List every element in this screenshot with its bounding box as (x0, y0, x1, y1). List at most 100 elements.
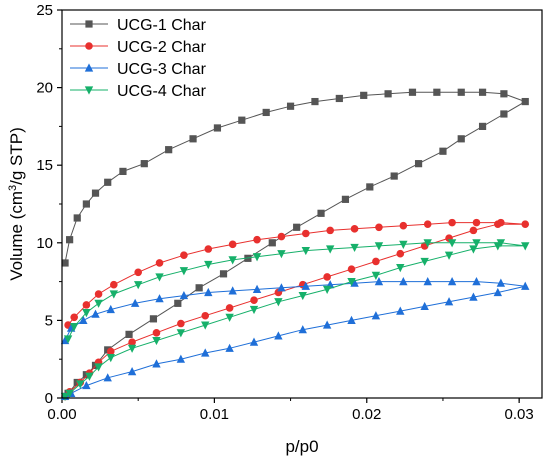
data-point (311, 97, 319, 106)
data-point (521, 281, 530, 290)
data-point (301, 281, 311, 290)
data-point (448, 218, 456, 227)
data-point (76, 380, 85, 389)
data-point (60, 335, 70, 345)
data-point (134, 268, 142, 277)
legend-item: UCG-4 Char (70, 83, 207, 100)
data-point (130, 298, 140, 307)
data-point (65, 389, 74, 398)
data-point (374, 242, 384, 251)
data-point (249, 337, 259, 346)
x-tick-label: 0.02 (352, 406, 381, 423)
y-axis-title-part-1: Volume (cm (7, 191, 26, 281)
legend-marker (84, 63, 94, 72)
legend-item: UCG-2 Char (70, 39, 207, 56)
y-tick-label: 20 (36, 80, 53, 97)
data-point (423, 239, 432, 248)
data-point (493, 287, 503, 297)
data-point (347, 278, 356, 287)
data-point (374, 277, 384, 286)
data-point (335, 94, 343, 103)
data-point (472, 239, 481, 248)
data-point (293, 223, 301, 231)
data-point (478, 88, 487, 96)
data-point (119, 167, 127, 176)
data-point (298, 291, 307, 301)
data-point (213, 124, 222, 132)
data-point (439, 147, 447, 155)
data-point (177, 319, 185, 328)
data-point (521, 97, 529, 106)
y-tick-label: 5 (45, 312, 53, 329)
data-point (371, 271, 381, 280)
data-point (350, 278, 359, 287)
data-point (82, 301, 91, 309)
data-point (399, 240, 408, 249)
data-point (371, 311, 381, 320)
y-axis-title: Volume (cm3/g STP) (7, 127, 26, 281)
data-point (298, 325, 307, 334)
data-point (372, 257, 380, 266)
legend-marker (85, 20, 93, 28)
data-point (176, 329, 186, 338)
data-point (63, 335, 73, 344)
data-point (500, 110, 508, 118)
data-point (249, 305, 259, 315)
series-line (64, 222, 526, 397)
series-3 (60, 277, 530, 401)
data-point (176, 354, 186, 363)
data-point (433, 88, 441, 96)
data-point (174, 299, 182, 307)
data-point (180, 251, 188, 260)
legend-label: UCG-4 Char (117, 83, 207, 100)
data-point (85, 372, 94, 381)
data-point (262, 108, 270, 117)
x-tick-label: 0.03 (505, 406, 534, 423)
data-point (497, 218, 505, 227)
data-point (469, 245, 478, 254)
data-point (360, 91, 368, 99)
data-point (420, 257, 429, 267)
data-point (350, 243, 359, 253)
data-point (73, 214, 81, 222)
data-point (204, 245, 213, 253)
data-point (165, 146, 173, 154)
data-point (155, 273, 164, 282)
data-point (94, 363, 103, 372)
data-point (384, 90, 392, 98)
data-point (390, 172, 398, 180)
data-point (323, 273, 331, 281)
data-point (155, 259, 164, 267)
data-point (152, 336, 161, 346)
series-line (64, 281, 526, 397)
data-point (396, 306, 405, 315)
data-point (447, 239, 457, 248)
data-point (423, 220, 432, 228)
data-point (201, 348, 210, 357)
data-point (478, 122, 487, 130)
data-point (195, 284, 203, 292)
data-point (457, 88, 465, 96)
data-point (341, 195, 350, 203)
data-point (128, 338, 136, 346)
legend-label: UCG-2 Char (117, 39, 207, 56)
y-axis-title-superscript: 3 (7, 185, 19, 191)
data-point (350, 225, 359, 233)
data-point (326, 226, 334, 235)
data-point (301, 246, 311, 256)
data-point (94, 299, 103, 308)
data-point (277, 232, 286, 241)
data-point (302, 229, 310, 238)
data-point (286, 102, 295, 110)
data-point (375, 223, 383, 232)
data-point (252, 284, 262, 293)
data-point (399, 221, 408, 230)
data-point (179, 290, 189, 300)
series-4 (60, 239, 530, 402)
data-point (201, 321, 210, 330)
data-point (106, 304, 115, 314)
data-point (347, 265, 356, 273)
data-point (228, 256, 237, 265)
data-point (317, 209, 325, 217)
data-point (444, 297, 454, 306)
